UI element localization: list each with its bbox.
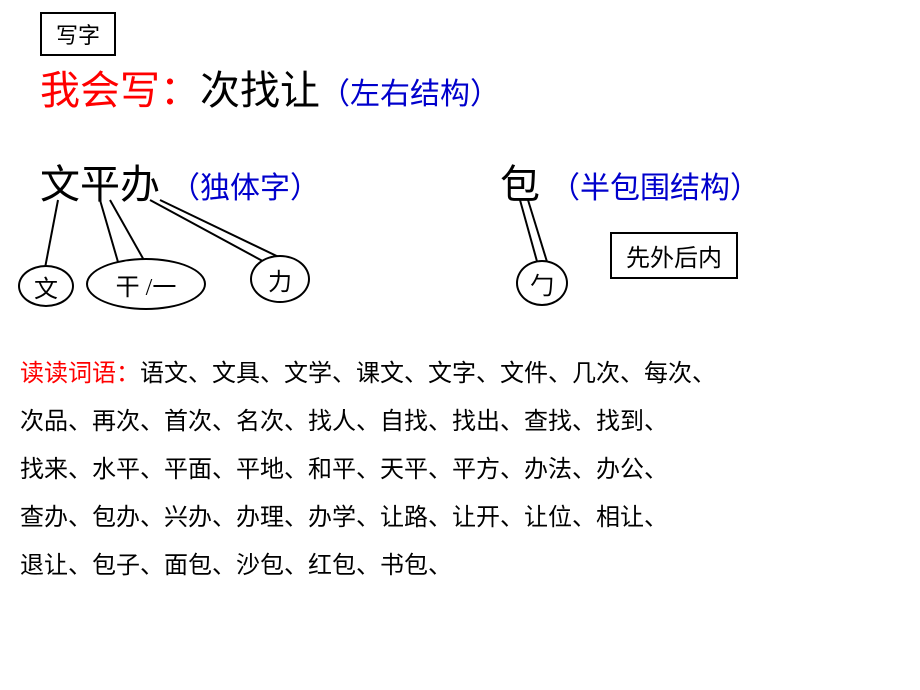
line2a-blue: （独体字） bbox=[170, 172, 320, 205]
words-line-1: 读读词语：语文、文具、文学、课文、文字、文件、几次、每次、 bbox=[20, 350, 900, 398]
words-block: 读读词语：语文、文具、文学、课文、文字、文件、几次、每次、 次品、再次、首次、名… bbox=[20, 350, 900, 590]
words-label: 读读词语： bbox=[20, 361, 140, 387]
writing-button[interactable]: 写字 bbox=[40, 12, 116, 56]
line1-black: 次找让 bbox=[200, 68, 320, 113]
line1-blue: （左右结构） bbox=[320, 78, 500, 111]
line-2a: 文平办 （独体字） bbox=[40, 152, 320, 210]
rule-box: 先外后内 bbox=[610, 232, 738, 279]
bubble-bao-radical: 勹 bbox=[516, 260, 568, 306]
line2a-black: 文平办 bbox=[40, 162, 160, 207]
line1-red: 我会写： bbox=[40, 68, 200, 113]
line2b-blue: （半包围结构） bbox=[550, 172, 760, 205]
bubble-gan: 干 /一 bbox=[86, 258, 206, 310]
bubble-wen: 文 bbox=[18, 265, 74, 307]
words-l1: 语文、文具、文学、课文、文字、文件、几次、每次、 bbox=[140, 361, 716, 387]
line2b-black: 包 bbox=[500, 162, 540, 207]
words-l4: 查办、包办、兴办、办理、办学、让路、让开、让位、相让、 bbox=[20, 494, 900, 542]
line-1: 我会写：次找让（左右结构） bbox=[40, 58, 500, 116]
bubble-li: 力 bbox=[250, 255, 310, 303]
words-l2: 次品、再次、首次、名次、找人、自找、找出、查找、找到、 bbox=[20, 398, 900, 446]
words-l3: 找来、水平、平面、平地、和平、天平、平方、办法、办公、 bbox=[20, 446, 900, 494]
words-l5: 退让、包子、面包、沙包、红包、书包、 bbox=[20, 542, 900, 590]
line-2b: 包 （半包围结构） bbox=[500, 152, 760, 210]
